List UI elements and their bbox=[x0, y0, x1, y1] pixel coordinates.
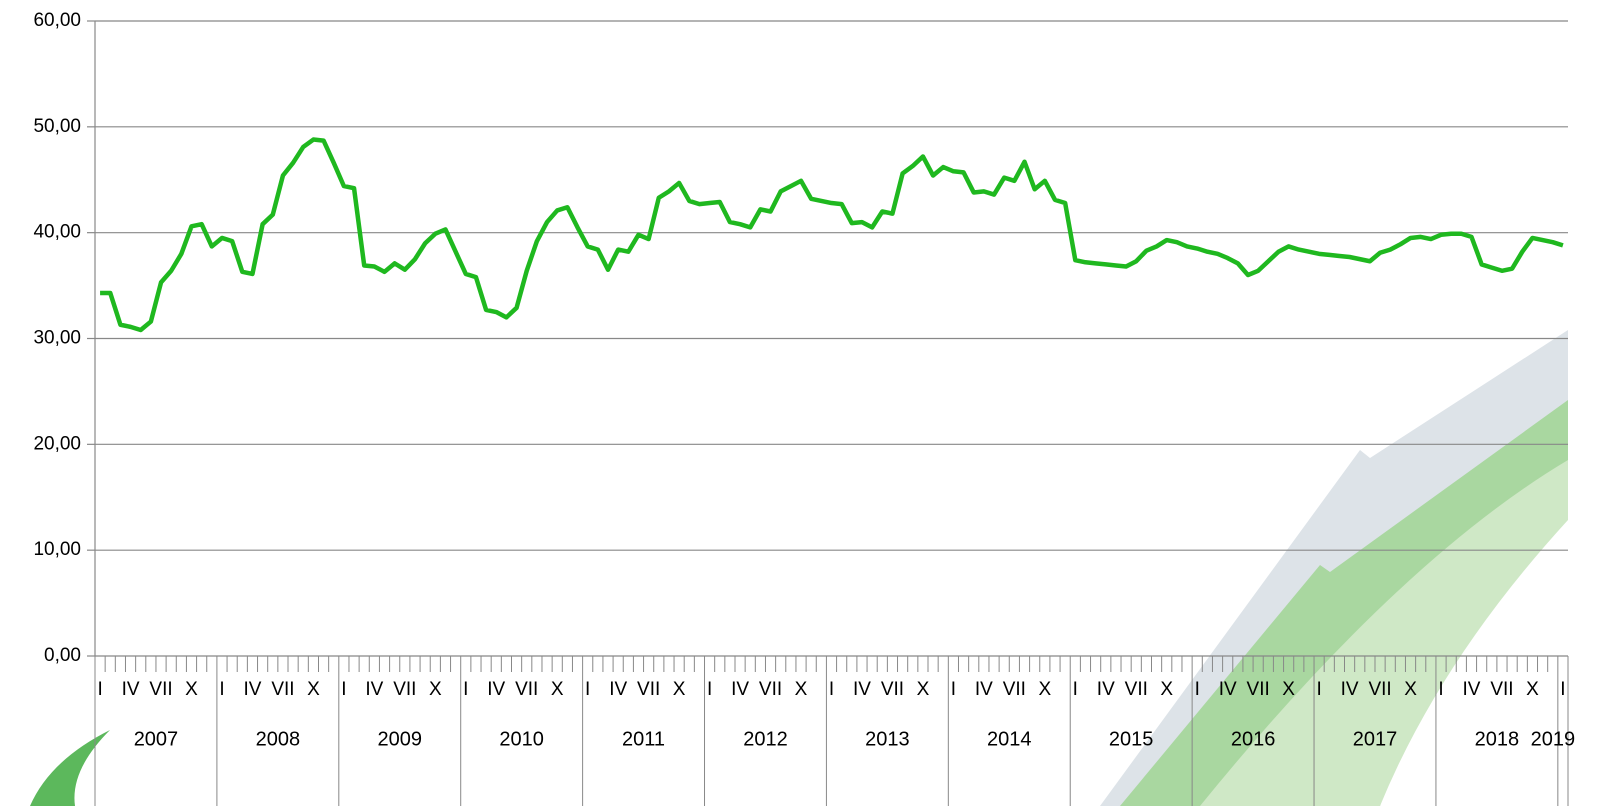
x-tick-label: X bbox=[307, 679, 320, 700]
x-tick-label: I bbox=[1438, 679, 1443, 700]
background-decoration bbox=[30, 330, 1568, 806]
year-label: 2011 bbox=[622, 728, 665, 750]
swoosh-leaf bbox=[30, 730, 110, 806]
x-tick-label: IV bbox=[853, 679, 871, 700]
x-tick-label: VII bbox=[881, 679, 904, 700]
x-tick-label: I bbox=[341, 679, 346, 700]
year-label: 2010 bbox=[499, 728, 544, 750]
x-tick-label: IV bbox=[122, 679, 140, 700]
y-tick-label: 20,00 bbox=[33, 433, 81, 454]
x-tick-label: VII bbox=[759, 679, 782, 700]
year-label: 2018 bbox=[1475, 728, 1520, 750]
x-tick-label: IV bbox=[609, 679, 627, 700]
year-label: 2013 bbox=[865, 728, 910, 750]
x-tick-label: I bbox=[219, 679, 224, 700]
x-tick-label: I bbox=[1073, 679, 1078, 700]
year-label: 2019 bbox=[1531, 728, 1576, 750]
year-label: 2015 bbox=[1109, 728, 1154, 750]
data-line bbox=[100, 137, 1564, 333]
swoosh-light bbox=[1200, 460, 1568, 806]
year-label: 2017 bbox=[1353, 728, 1398, 750]
x-tick-label: VII bbox=[271, 679, 294, 700]
x-tick-label: VII bbox=[393, 679, 416, 700]
year-label: 2012 bbox=[743, 728, 788, 750]
year-label: 2007 bbox=[134, 728, 179, 750]
y-tick-label: 50,00 bbox=[33, 116, 81, 137]
x-tick-label: I bbox=[1316, 679, 1321, 700]
x-tick-label: I bbox=[585, 679, 590, 700]
x-tick-label: I bbox=[97, 679, 102, 700]
x-tick-label: X bbox=[1404, 679, 1417, 700]
x-tick-label: I bbox=[1195, 679, 1200, 700]
x-tick-label: VII bbox=[1247, 679, 1270, 700]
x-tick-label: IV bbox=[487, 679, 505, 700]
x-tick-label: X bbox=[1526, 679, 1539, 700]
x-tick-label: IV bbox=[1097, 679, 1115, 700]
x-tick-label: X bbox=[795, 679, 808, 700]
x-tick-label: IV bbox=[731, 679, 749, 700]
x-tick-label: VII bbox=[1003, 679, 1026, 700]
y-tick-label: 30,00 bbox=[33, 328, 81, 349]
x-tick-label: X bbox=[551, 679, 564, 700]
swoosh-green bbox=[1120, 400, 1568, 806]
y-tick-label: 0,00 bbox=[44, 645, 81, 666]
x-tick-label: I bbox=[951, 679, 956, 700]
x-tick-label: IV bbox=[1219, 679, 1237, 700]
x-tick-label: X bbox=[673, 679, 686, 700]
x-tick-label: VII bbox=[637, 679, 660, 700]
x-tick-label: IV bbox=[975, 679, 993, 700]
x-tick-label: X bbox=[429, 679, 442, 700]
x-tick-label: IV bbox=[365, 679, 383, 700]
x-tick-label: X bbox=[917, 679, 930, 700]
x-tick-label: I bbox=[829, 679, 834, 700]
x-tick-label: VII bbox=[1368, 679, 1391, 700]
y-tick-label: 40,00 bbox=[33, 222, 81, 243]
y-tick-label: 60,00 bbox=[33, 10, 81, 31]
year-label: 2014 bbox=[987, 728, 1032, 750]
year-label: 2009 bbox=[378, 728, 423, 750]
x-tick-label: VII bbox=[1125, 679, 1148, 700]
x-tick-label: I bbox=[707, 679, 712, 700]
x-tick-label: X bbox=[185, 679, 198, 700]
x-tick-label: VII bbox=[515, 679, 538, 700]
x-tick-label: X bbox=[1160, 679, 1173, 700]
x-tick-label: X bbox=[1282, 679, 1295, 700]
x-tick-label: I bbox=[1560, 679, 1565, 700]
y-tick-label: 10,00 bbox=[33, 539, 81, 560]
x-tick-label: IV bbox=[243, 679, 261, 700]
x-tick-label: X bbox=[1038, 679, 1051, 700]
swoosh-grey bbox=[1100, 330, 1568, 806]
x-tick-label: VII bbox=[1490, 679, 1513, 700]
year-label: 2016 bbox=[1231, 728, 1276, 750]
x-tick-label: I bbox=[463, 679, 468, 700]
x-tick-label: VII bbox=[149, 679, 172, 700]
year-label: 2008 bbox=[256, 728, 301, 750]
x-tick-label: IV bbox=[1463, 679, 1481, 700]
x-tick-label: IV bbox=[1341, 679, 1359, 700]
